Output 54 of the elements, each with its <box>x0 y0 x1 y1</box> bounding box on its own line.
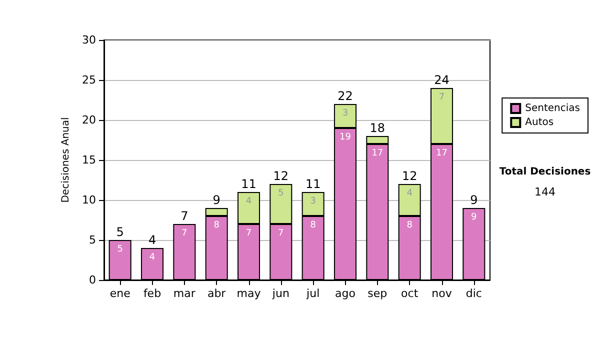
y-axis-title: Decisiones Anual <box>60 117 72 203</box>
data-label: 3 <box>342 108 348 118</box>
data-label: 5 <box>117 244 123 254</box>
data-label: 8 <box>406 220 413 230</box>
total-label: 9 <box>212 193 220 207</box>
x-tick-label: feb <box>143 287 162 300</box>
total-label: 5 <box>116 225 124 239</box>
total-label: 22 <box>338 89 353 103</box>
y-tick-label: 30 <box>82 34 96 46</box>
y-tick-label: 15 <box>82 154 96 166</box>
total-label: 18 <box>370 121 386 135</box>
total-label: 11 <box>305 177 321 191</box>
x-tick-label: sep <box>368 287 388 300</box>
total-label: 12 <box>402 169 418 183</box>
total-label: 9 <box>470 193 478 207</box>
total-label: 24 <box>434 73 450 87</box>
data-label: 4 <box>149 252 156 262</box>
data-label: 19 <box>340 132 352 142</box>
x-tick-label: abr <box>207 287 226 300</box>
x-tick-label: may <box>236 287 262 300</box>
y-tick-label: 20 <box>82 114 96 126</box>
y-tick-label: 25 <box>82 74 96 86</box>
total-label: 4 <box>148 233 156 247</box>
data-label: 8 <box>214 220 220 230</box>
total-label: 11 <box>241 177 256 191</box>
x-tick-label: jun <box>271 287 290 300</box>
total-label: 7 <box>180 209 188 223</box>
x-tick-label: nov <box>432 287 452 300</box>
x-tick-label: ene <box>110 287 131 300</box>
legend-label: Sentencias <box>525 103 580 114</box>
x-tick-label: jul <box>306 287 320 300</box>
data-label: 9 <box>471 212 478 222</box>
x-tick-label: mar <box>173 287 196 300</box>
x-tick-label: dic <box>466 287 482 300</box>
x-tick-label: ago <box>335 287 356 300</box>
legend-label: Autos <box>525 117 554 128</box>
data-label: 4 <box>406 188 413 198</box>
data-label: 4 <box>246 196 252 206</box>
data-label: 7 <box>278 228 284 238</box>
y-tick-label: 10 <box>82 194 96 206</box>
data-label: 7 <box>246 228 252 238</box>
x-tick-label: oct <box>401 287 419 300</box>
text: Total Decisiones <box>499 166 591 178</box>
data-label: 7 <box>438 92 445 102</box>
data-label: 8 <box>310 220 316 230</box>
total-label: 12 <box>273 169 289 183</box>
text: 144 <box>534 186 556 198</box>
data-label: 3 <box>310 196 316 206</box>
y-tick-label: 0 <box>89 274 96 286</box>
data-label: 17 <box>372 148 384 158</box>
y-tick-label: 5 <box>89 234 96 246</box>
data-label: 7 <box>182 228 188 238</box>
data-label: 5 <box>278 188 284 198</box>
data-label: 17 <box>436 148 448 158</box>
